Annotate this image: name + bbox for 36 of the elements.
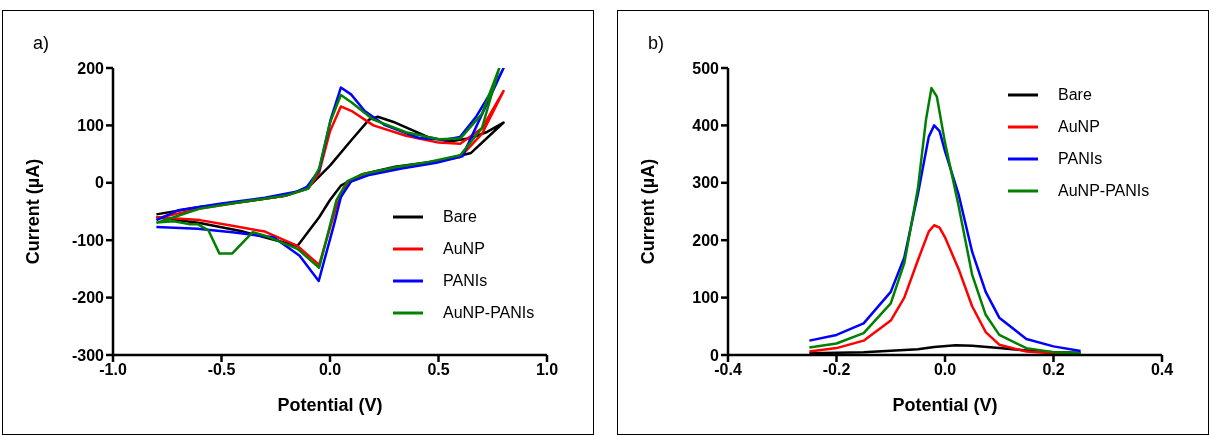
x-tick-label: 0.0 xyxy=(318,361,342,379)
x-tick-label: 0.4 xyxy=(1150,361,1174,379)
y-tick-label: 400 xyxy=(692,117,720,135)
legend-label: Bare xyxy=(443,208,477,226)
y-tick-label: 0 xyxy=(95,174,105,192)
x-axis-title: Potential (V) xyxy=(277,395,383,415)
legend-label: PANIs xyxy=(443,272,488,290)
legend-label: AuNP-PANIs xyxy=(443,304,535,322)
legend-label: Bare xyxy=(1058,86,1092,104)
x-tick-label: 1.0 xyxy=(535,361,559,379)
y-tick-label: -100 xyxy=(71,231,105,249)
chart-title: b) xyxy=(648,33,665,54)
legend-label: PANIs xyxy=(1058,150,1103,168)
y-tick-label: 100 xyxy=(77,117,105,135)
x-tick-label: -0.2 xyxy=(822,361,851,379)
x-tick-label: 0.0 xyxy=(933,361,957,379)
y-tick-label: 0 xyxy=(710,346,720,364)
y-tick-label: -300 xyxy=(71,346,105,364)
x-tick-label: -0.4 xyxy=(714,361,742,379)
x-tick-label: -0.5 xyxy=(207,361,236,379)
y-tick-label: 300 xyxy=(692,174,720,192)
x-tick-label: -1.0 xyxy=(99,361,127,379)
x-tick-label: 0.2 xyxy=(1042,361,1065,379)
legend-label: AuNP xyxy=(1058,118,1100,136)
y-tick-label: 500 xyxy=(692,59,720,77)
y-tick-label: -200 xyxy=(71,289,105,307)
x-axis-title: Potential (V) xyxy=(892,395,998,415)
legend-label: AuNP-PANIs xyxy=(1058,182,1150,200)
chart-title: a) xyxy=(33,33,50,54)
y-tick-label: 100 xyxy=(692,289,720,307)
y-tick-label: 200 xyxy=(77,59,105,77)
x-tick-label: 0.5 xyxy=(427,361,450,379)
y-tick-label: 200 xyxy=(692,231,720,249)
y-axis-title: Current (µA) xyxy=(638,158,659,265)
legend-label: AuNP xyxy=(443,240,485,258)
y-axis-title: Current (µA) xyxy=(23,158,44,265)
